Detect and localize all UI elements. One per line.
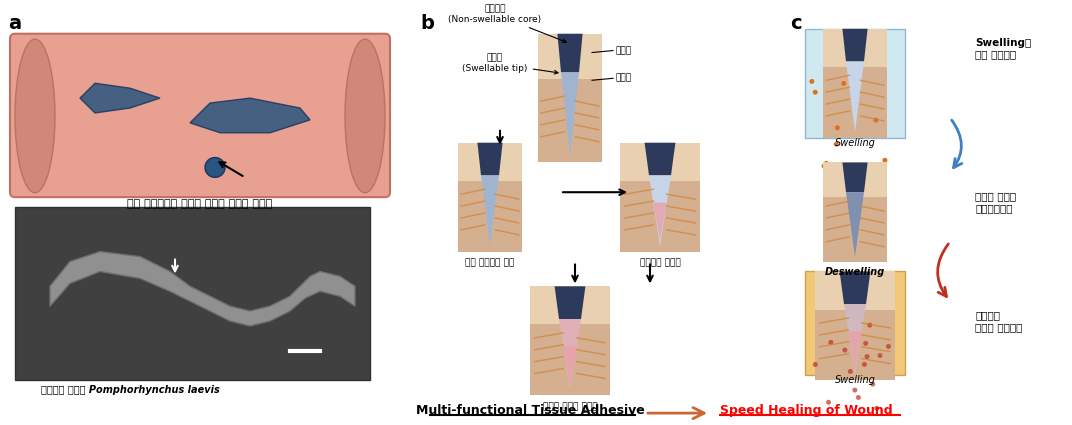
Ellipse shape xyxy=(834,142,838,147)
Bar xyxy=(822,197,888,261)
Ellipse shape xyxy=(874,118,878,122)
Polygon shape xyxy=(843,29,867,62)
Bar xyxy=(621,143,700,181)
Bar xyxy=(15,207,370,380)
Ellipse shape xyxy=(867,323,873,328)
Polygon shape xyxy=(481,176,498,246)
Text: a: a xyxy=(8,14,21,33)
Text: 비팽수중
(Non-swellable core): 비팽수중 (Non-swellable core) xyxy=(448,4,566,43)
Bar xyxy=(816,309,895,380)
Text: c: c xyxy=(790,14,802,33)
Bar xyxy=(458,143,522,181)
Text: Swelling을
물에 약물담지: Swelling을 물에 약물담지 xyxy=(976,38,1031,60)
Ellipse shape xyxy=(813,90,818,95)
Polygon shape xyxy=(190,98,310,133)
Ellipse shape xyxy=(882,158,888,163)
Ellipse shape xyxy=(862,362,867,367)
Text: Speed Healing of Wound: Speed Healing of Wound xyxy=(720,404,893,417)
Polygon shape xyxy=(654,203,667,241)
Polygon shape xyxy=(843,162,867,192)
Ellipse shape xyxy=(835,125,839,130)
Text: 구두충의 일종인 Pomphorhynchus laevis: 구두충의 일종인 Pomphorhynchus laevis xyxy=(41,385,220,395)
Text: 조직과의 접착력: 조직과의 접착력 xyxy=(640,258,681,268)
Ellipse shape xyxy=(843,348,847,352)
Bar xyxy=(822,162,888,197)
Text: Swelling: Swelling xyxy=(835,375,876,385)
Text: 팽수중
(Swellable tip): 팽수중 (Swellable tip) xyxy=(462,54,559,74)
Text: 표피층: 표피층 xyxy=(615,46,631,55)
Text: Multi-functional Tissue Adhesive: Multi-functional Tissue Adhesive xyxy=(416,404,644,417)
Polygon shape xyxy=(846,192,864,257)
Bar xyxy=(531,324,610,395)
Ellipse shape xyxy=(813,362,818,367)
Polygon shape xyxy=(848,332,862,369)
Polygon shape xyxy=(554,286,585,319)
Bar xyxy=(537,34,602,79)
Ellipse shape xyxy=(821,164,827,169)
Bar xyxy=(531,286,610,324)
Polygon shape xyxy=(561,72,579,156)
Text: Deswelling: Deswelling xyxy=(824,266,885,277)
Polygon shape xyxy=(80,83,160,113)
Ellipse shape xyxy=(848,369,853,374)
Text: 젖은 조직내로 삽입: 젖은 조직내로 삽입 xyxy=(465,258,515,268)
Ellipse shape xyxy=(827,400,831,405)
Bar xyxy=(822,67,888,138)
Ellipse shape xyxy=(205,158,225,177)
Polygon shape xyxy=(50,252,355,326)
Polygon shape xyxy=(557,34,582,72)
Text: 상처부위
서방성 약물전달: 상처부위 서방성 약물전달 xyxy=(976,310,1023,332)
Polygon shape xyxy=(644,143,675,176)
Ellipse shape xyxy=(885,344,891,349)
Text: 진피층: 진피층 xyxy=(615,74,631,83)
Ellipse shape xyxy=(852,388,858,393)
Ellipse shape xyxy=(874,406,879,411)
Ellipse shape xyxy=(829,340,833,345)
Text: 입의 특정부위를 부풀려 장내이 부착된 구두충: 입의 특정부위를 부풀려 장내이 부착된 구두충 xyxy=(128,199,272,209)
Ellipse shape xyxy=(809,79,815,84)
Bar xyxy=(816,272,895,309)
Polygon shape xyxy=(839,272,870,304)
Polygon shape xyxy=(564,346,577,384)
Bar xyxy=(537,79,602,162)
Ellipse shape xyxy=(842,81,846,86)
Ellipse shape xyxy=(855,395,861,400)
Text: b: b xyxy=(420,14,434,33)
Polygon shape xyxy=(844,304,866,375)
Ellipse shape xyxy=(15,39,55,193)
Ellipse shape xyxy=(863,341,868,346)
Ellipse shape xyxy=(878,353,882,358)
Polygon shape xyxy=(846,62,864,132)
Text: 약물을 담지한
마이크로바늘: 약물을 담지한 마이크로바늘 xyxy=(976,191,1016,213)
Bar xyxy=(805,272,905,375)
Text: Swelling: Swelling xyxy=(835,138,876,148)
Bar xyxy=(621,181,700,252)
FancyBboxPatch shape xyxy=(10,34,390,197)
Polygon shape xyxy=(477,143,503,176)
Bar xyxy=(458,181,522,252)
Ellipse shape xyxy=(864,354,869,359)
Ellipse shape xyxy=(870,382,875,387)
Ellipse shape xyxy=(824,161,829,166)
Polygon shape xyxy=(649,176,671,246)
Text: 조직과 기계적 물들림: 조직과 기계적 물들림 xyxy=(542,402,597,411)
Ellipse shape xyxy=(345,39,385,193)
Polygon shape xyxy=(559,319,581,390)
Bar xyxy=(822,29,888,67)
Bar xyxy=(805,29,905,138)
